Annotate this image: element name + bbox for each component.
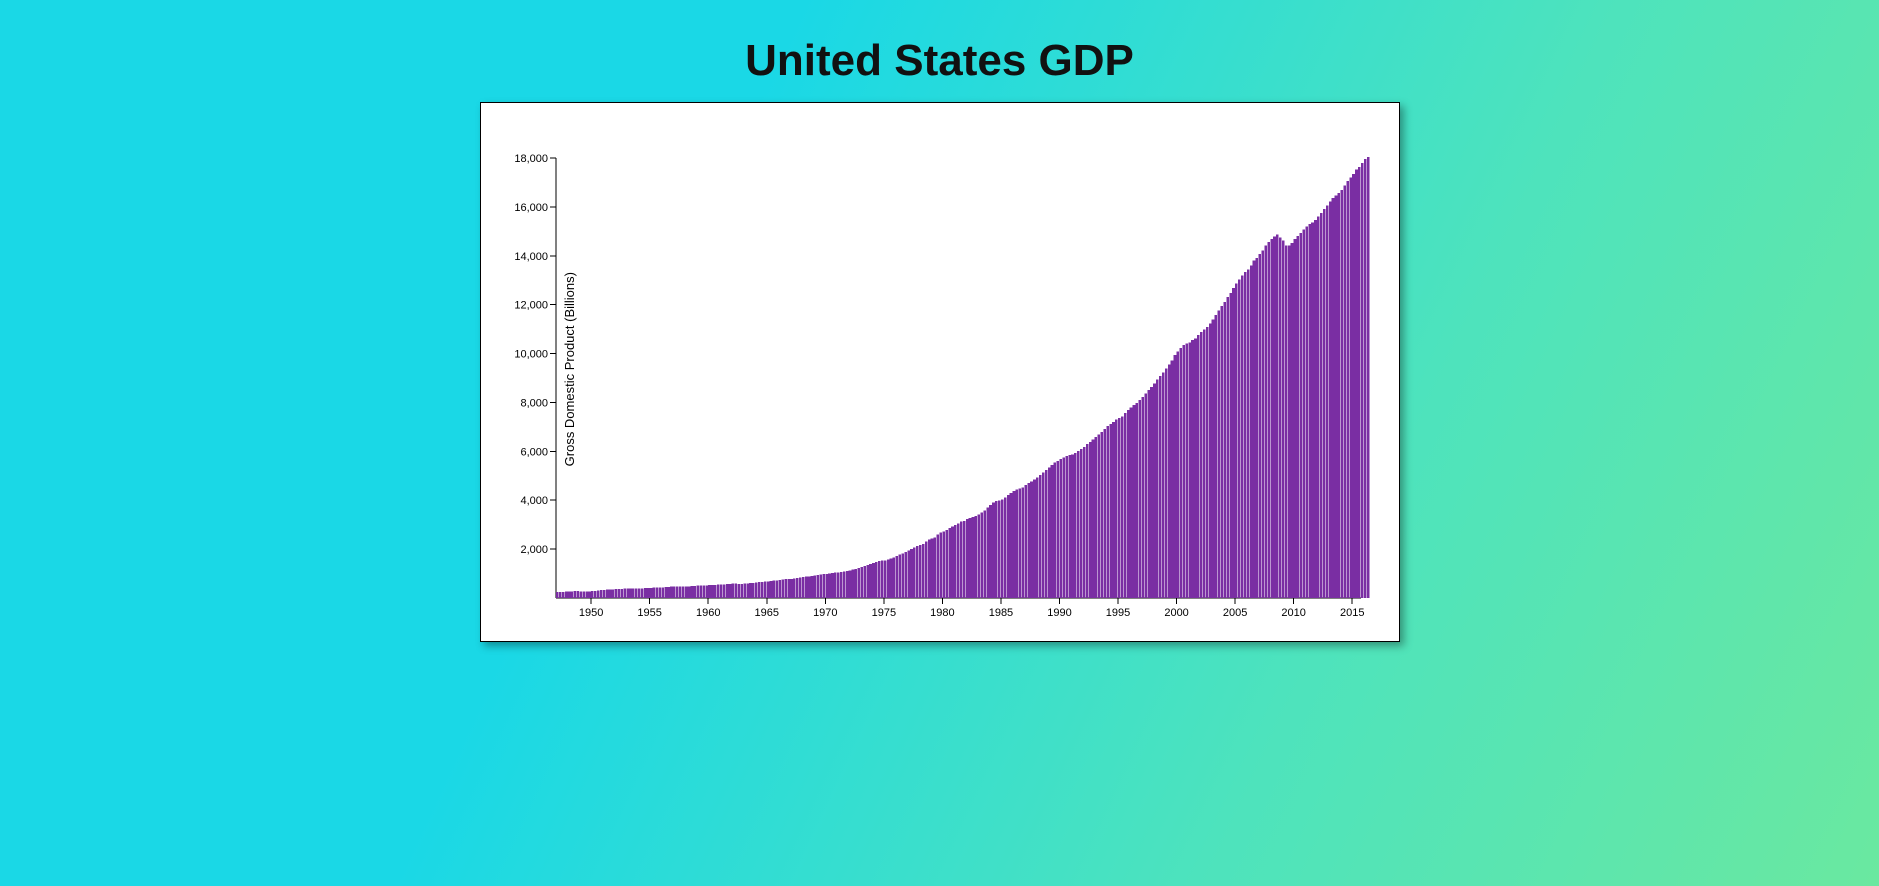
svg-text:16,000: 16,000	[514, 202, 548, 214]
svg-text:2000: 2000	[1164, 607, 1188, 619]
svg-text:1985: 1985	[988, 607, 1012, 619]
svg-text:2,000: 2,000	[520, 544, 548, 556]
svg-text:1975: 1975	[871, 607, 895, 619]
svg-text:4,000: 4,000	[520, 495, 548, 507]
svg-text:12,000: 12,000	[514, 300, 548, 312]
svg-text:1980: 1980	[930, 607, 954, 619]
svg-text:6,000: 6,000	[520, 446, 548, 458]
svg-text:1950: 1950	[578, 607, 602, 619]
svg-text:10,000: 10,000	[514, 349, 548, 361]
gdp-bar-chart: 2,000 4,000 6,000 8,000 10,000 12,000 14,000 16…	[481, 103, 1401, 643]
svg-text:1970: 1970	[813, 607, 837, 619]
svg-text:8,000: 8,000	[520, 397, 548, 409]
chart-container: 2,000 4,000 6,000 8,000 10,000 12,000 14,000 16…	[480, 102, 1400, 642]
svg-text:1995: 1995	[1105, 607, 1129, 619]
svg-text:2015: 2015	[1339, 607, 1363, 619]
svg-text:1965: 1965	[754, 607, 778, 619]
svg-text:2005: 2005	[1222, 607, 1246, 619]
svg-text:14,000: 14,000	[514, 251, 548, 263]
svg-text:2010: 2010	[1281, 607, 1305, 619]
page-title: United States GDP	[745, 36, 1134, 86]
svg-text:1990: 1990	[1047, 607, 1071, 619]
svg-text:Gross Domestic Product (Billio: Gross Domestic Product (Billions)	[562, 272, 577, 466]
svg-text:1960: 1960	[695, 607, 719, 619]
svg-text:18,000: 18,000	[514, 153, 548, 165]
svg-text:1955: 1955	[637, 607, 661, 619]
